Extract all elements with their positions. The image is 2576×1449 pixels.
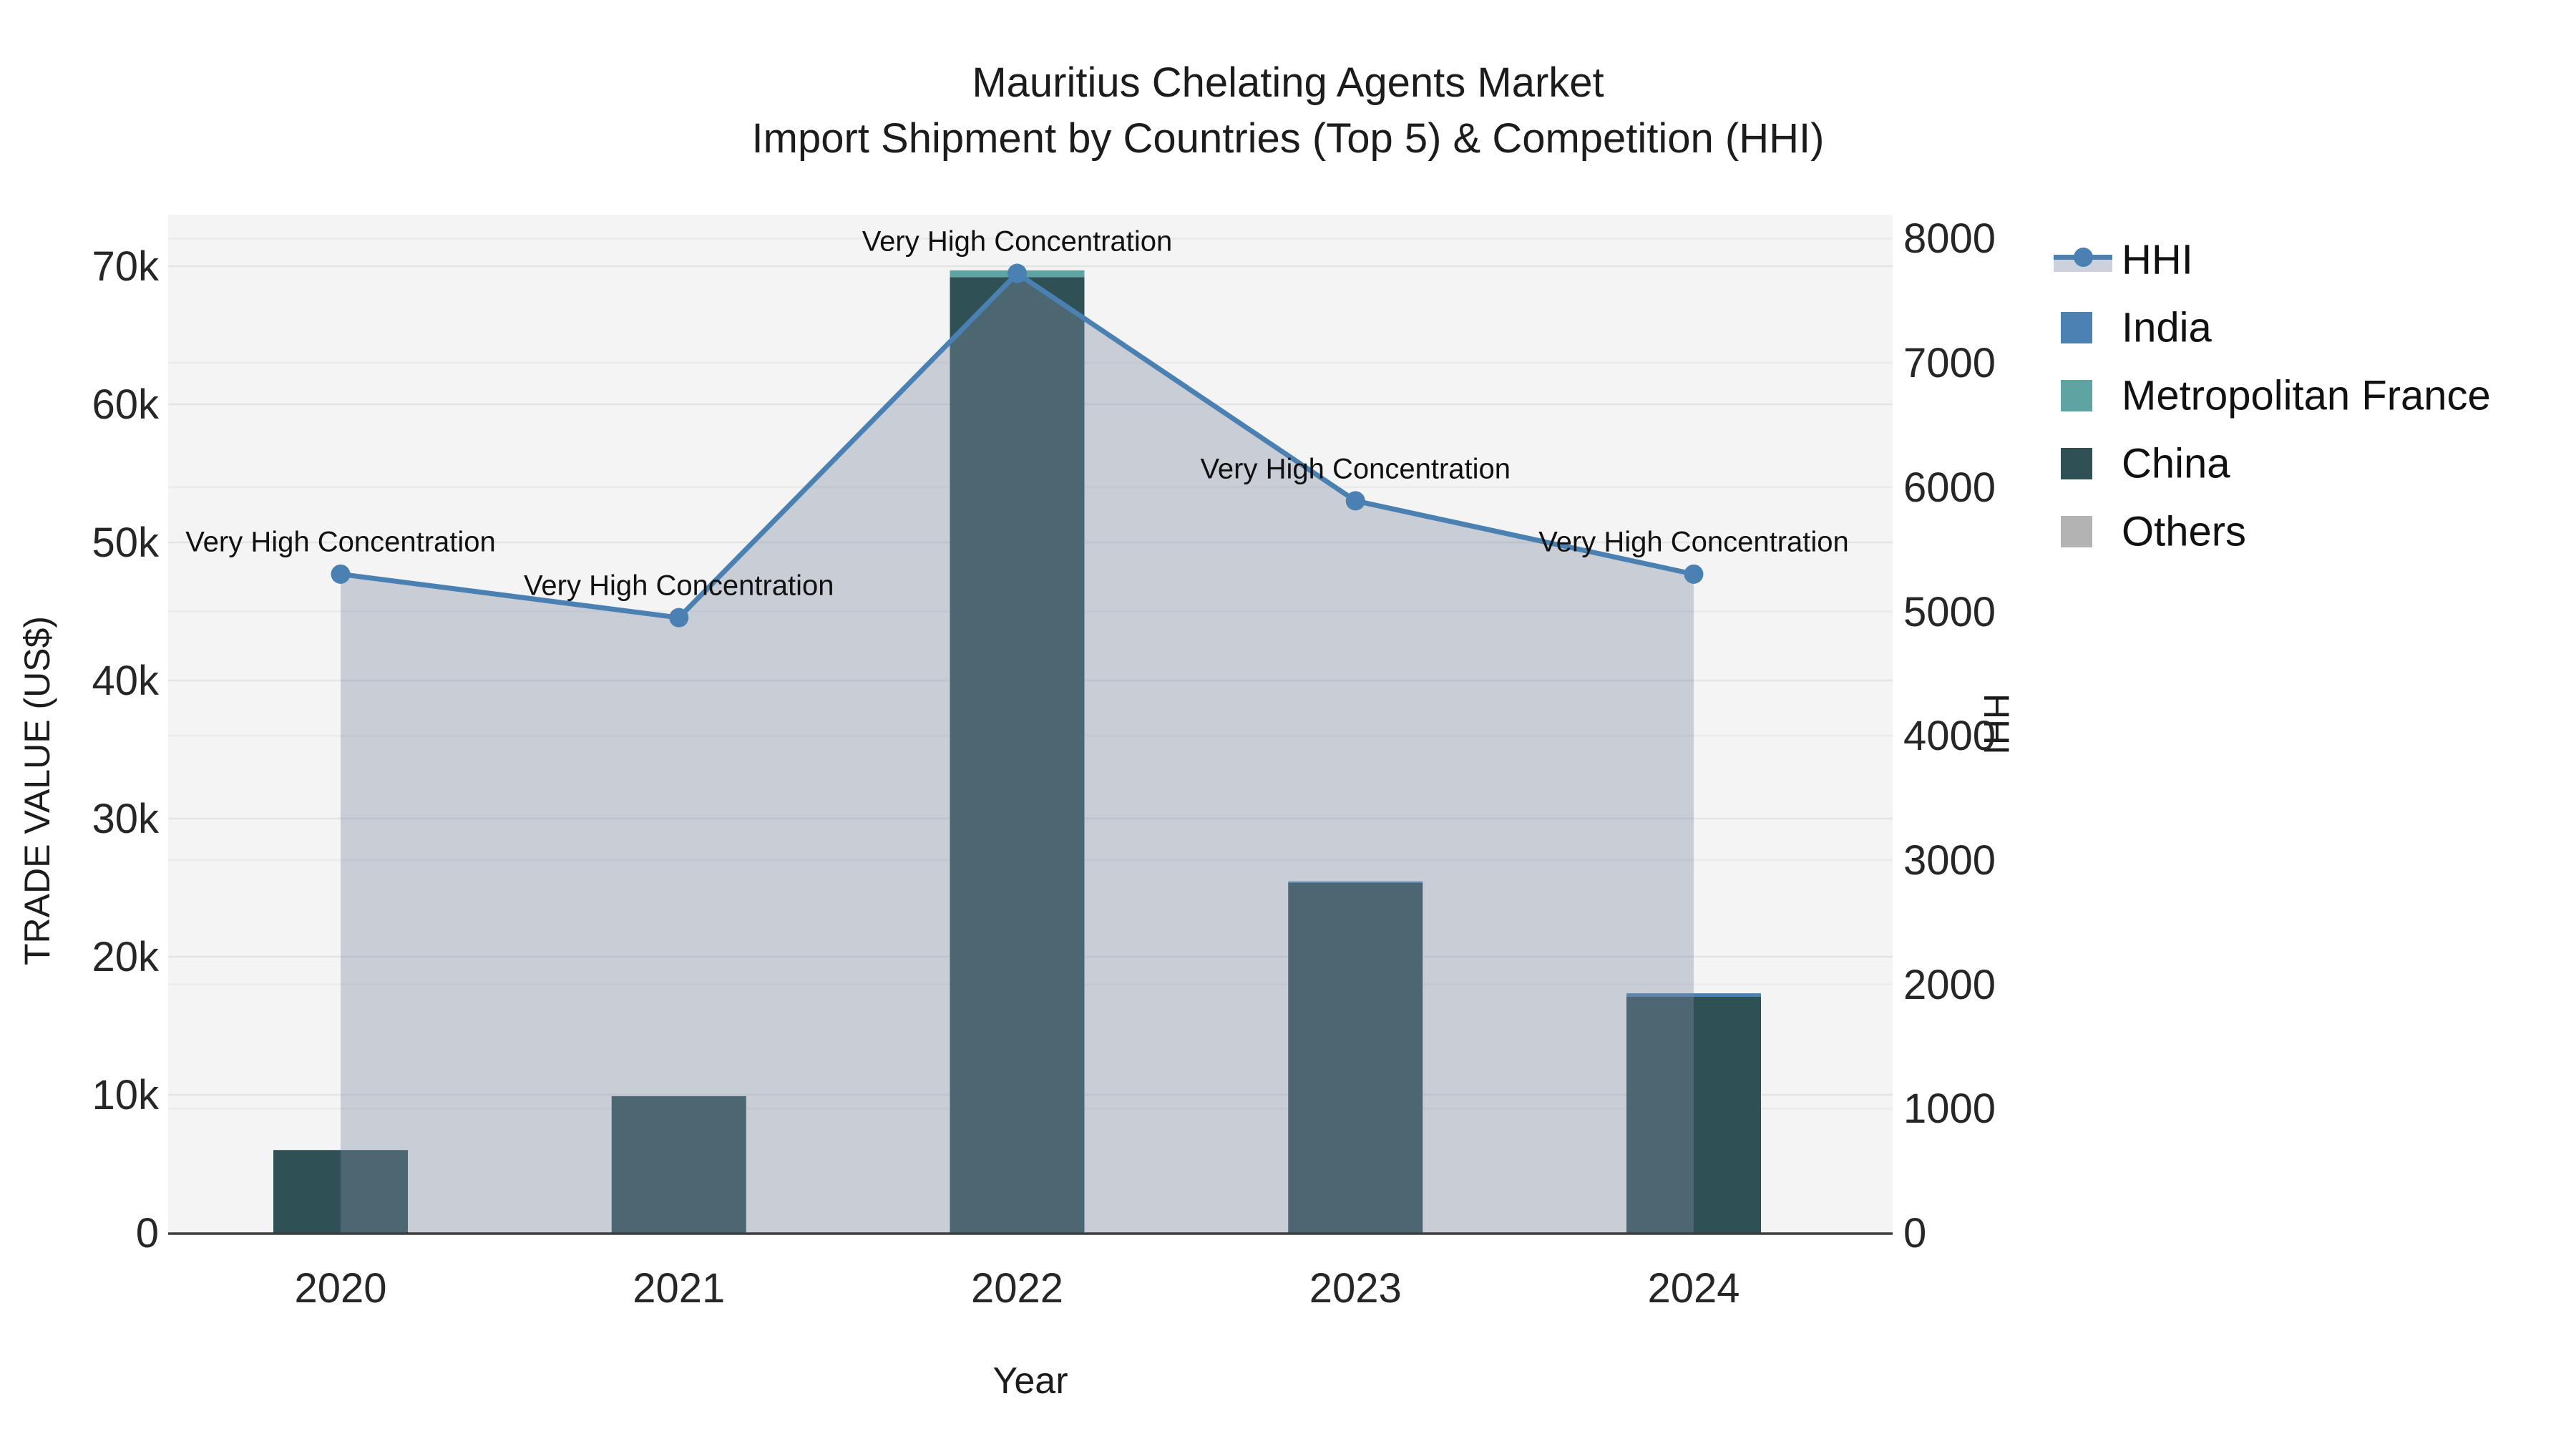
bar-segment-2023-india (1288, 881, 1423, 883)
tick-label-right-8000: 8000 (1903, 215, 1996, 263)
annotation-2020: Very High Concentration (185, 526, 496, 558)
hhi-marker-2021 (669, 608, 689, 628)
legend-swatch-china (2061, 448, 2092, 479)
tick-label-right-4000: 4000 (1903, 713, 1996, 760)
tick-label-left-70k: 70k (92, 243, 159, 290)
tick-label-x-2020: 2020 (294, 1265, 387, 1312)
annotation-2021: Very High Concentration (523, 570, 834, 602)
hhi-marker-2022 (1008, 263, 1027, 283)
tick-label-right-0: 0 (1903, 1210, 1927, 1257)
legend-label: Others (2122, 508, 2247, 555)
tick-label-right-5000: 5000 (1903, 588, 1996, 635)
tick-label-left-10k: 10k (92, 1072, 159, 1118)
tick-label-x-2022: 2022 (970, 1265, 1064, 1312)
hhi-marker-legend-sample (2074, 248, 2093, 267)
legend-swatch-others (2061, 516, 2092, 547)
tick-label-x-2023: 2023 (1309, 1265, 1402, 1312)
legend-swatch-india (2061, 312, 2092, 343)
hhi-marker-2024 (1684, 564, 1704, 584)
legend-label: China (2122, 440, 2230, 487)
legend-item-india: India (2054, 294, 2555, 361)
tick-label-left-20k: 20k (92, 934, 159, 980)
bar-segment-2024-china (1626, 996, 1761, 1233)
chart-subtitle: Import Shipment by Countries (Top 5) & C… (751, 115, 1825, 162)
legend-item-china: China (2054, 430, 2555, 497)
legend-label: India (2122, 304, 2212, 351)
chart-title: Mauritius Chelating Agents Market (972, 59, 1604, 106)
bar-segment-2023-china (1288, 882, 1423, 1233)
annotation-2022: Very High Concentration (862, 225, 1173, 258)
tick-label-x-2021: 2021 (633, 1265, 726, 1312)
tick-label-right-3000: 3000 (1903, 836, 1996, 884)
tick-label-left-0: 0 (135, 1210, 159, 1257)
tick-label-right-7000: 7000 (1903, 340, 1996, 387)
bar-segment-2020-china (273, 1150, 408, 1233)
legend-item-others: Others (2054, 498, 2555, 565)
bar-segment-2021-china (611, 1096, 746, 1233)
tick-label-left-40k: 40k (92, 658, 159, 704)
legend-item-hhi: HHI (2054, 226, 2555, 293)
bar-segment-2024-india (1626, 993, 1761, 997)
tick-label-right-1000: 1000 (1903, 1085, 1996, 1133)
legend-swatch-metropolitan-france (2061, 380, 2092, 411)
legend-label: Metropolitan France (2122, 372, 2491, 419)
bar-segment-2022-china (950, 277, 1085, 1234)
annotation-2023: Very High Concentration (1200, 453, 1511, 485)
hhi-marker-2023 (1345, 491, 1365, 511)
tick-label-right-6000: 6000 (1903, 464, 1996, 511)
legend-label: HHI (2122, 236, 2193, 283)
tick-label-left-60k: 60k (92, 381, 159, 428)
tick-label-left-50k: 50k (92, 519, 159, 566)
tick-label-x-2024: 2024 (1647, 1265, 1740, 1312)
hhi-marker-2020 (331, 564, 351, 584)
tick-label-left-30k: 30k (92, 796, 159, 842)
x-axis-title: Year (992, 1360, 1068, 1402)
annotation-2024: Very High Concentration (1538, 526, 1849, 558)
tick-label-right-2000: 2000 (1903, 961, 1996, 1008)
hhi-area-fill (341, 273, 1694, 1233)
legend-item-metropolitan-france: Metropolitan France (2054, 362, 2555, 429)
